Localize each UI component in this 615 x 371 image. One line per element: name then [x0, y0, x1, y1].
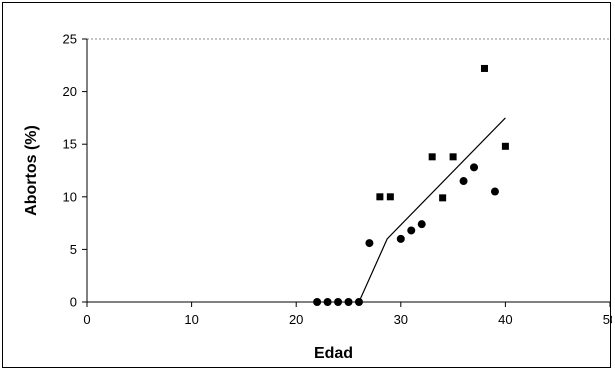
square-point-2 — [428, 153, 436, 161]
scatter-chart: 0 5 10 15 20 25 0 10 20 30 40 50 Edad Abortos (%) — [23, 32, 612, 363]
y-axis-title: Abortos (%) — [23, 125, 40, 216]
y-tick-label-10: 10 — [63, 189, 77, 204]
circle-point-11 — [490, 187, 499, 196]
axis-layer — [82, 38, 611, 307]
square-point-0 — [376, 193, 384, 201]
circle-point-0 — [313, 298, 322, 306]
circle-point-6 — [396, 234, 405, 243]
y-tick-label-15: 15 — [63, 137, 77, 152]
square-point-6 — [501, 142, 509, 150]
y-tick-label-5: 5 — [70, 242, 77, 257]
square-point-1 — [386, 193, 394, 201]
x-tick-label-50: 50 — [603, 312, 612, 327]
circle-point-7 — [407, 226, 416, 235]
x-tick-label-0: 0 — [83, 312, 90, 327]
square-point-3 — [439, 194, 447, 202]
circle-point-5 — [365, 239, 374, 248]
labels-layer: 0 5 10 15 20 25 0 10 20 30 40 50 Edad Abortos (%) — [23, 32, 612, 363]
circle-point-8 — [417, 220, 426, 229]
x-tick-label-10: 10 — [184, 312, 198, 327]
circle-point-3 — [344, 298, 353, 306]
points-layer — [313, 64, 509, 306]
circle-point-9 — [459, 177, 468, 186]
x-tick-label-30: 30 — [394, 312, 408, 327]
y-tick-label-25: 25 — [63, 32, 77, 47]
circle-point-1 — [323, 298, 332, 306]
circle-point-4 — [354, 298, 363, 306]
trend-line-layer — [358, 117, 506, 303]
chart-frame: 0 5 10 15 20 25 0 10 20 30 40 50 Edad Abortos (%) — [2, 2, 612, 368]
square-point-5 — [480, 64, 488, 72]
y-tick-label-0: 0 — [70, 295, 77, 310]
x-tick-label-20: 20 — [289, 312, 303, 327]
x-axis-title: Edad — [314, 345, 353, 362]
circle-point-2 — [334, 298, 343, 306]
y-tick-label-20: 20 — [63, 84, 77, 99]
trend-line — [358, 117, 506, 303]
x-tick-label-40: 40 — [498, 312, 512, 327]
square-point-4 — [449, 153, 457, 161]
circle-point-10 — [470, 163, 479, 172]
